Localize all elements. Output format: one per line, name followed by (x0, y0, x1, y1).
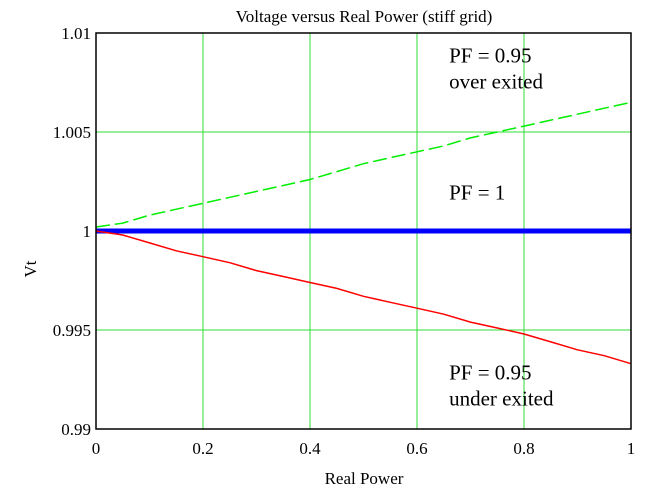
annotation-pf1: PF = 1 (449, 180, 505, 204)
annotation-pf095_under: PF = 0.95 under exited (449, 361, 554, 411)
y-tick-label: 1.005 (53, 123, 91, 142)
x-tick-label: 0.4 (299, 439, 321, 458)
plot-frame (95, 32, 632, 430)
annotation-pf095_over: PF = 0.95 over exited (449, 44, 543, 94)
annotation-line: over exited (449, 70, 543, 94)
annotation-line: PF = 1 (449, 180, 505, 204)
y-tick-label: 0.995 (53, 321, 91, 340)
y-tick-label: 1.01 (61, 24, 91, 43)
annotation-line: PF = 0.95 (449, 361, 531, 385)
x-tick-label: 0.2 (192, 439, 213, 458)
x-tick-label: 1 (627, 439, 636, 458)
x-tick-label: 0.6 (406, 439, 427, 458)
x-axis-label: Real Power (325, 469, 404, 488)
series-line-3 (95, 230, 632, 365)
annotation-line: PF = 0.95 (449, 44, 531, 68)
x-tick-label: 0.8 (513, 439, 534, 458)
series-line-1 (95, 101, 632, 228)
y-tick-label: 0.99 (61, 420, 91, 439)
y-tick-label: 1 (83, 222, 92, 241)
chart-title: Voltage versus Real Power (stiff grid) (236, 7, 493, 26)
x-tick-label: 0 (92, 439, 101, 458)
annotation-line: under exited (449, 387, 554, 411)
y-axis-label: Vt (21, 260, 40, 277)
